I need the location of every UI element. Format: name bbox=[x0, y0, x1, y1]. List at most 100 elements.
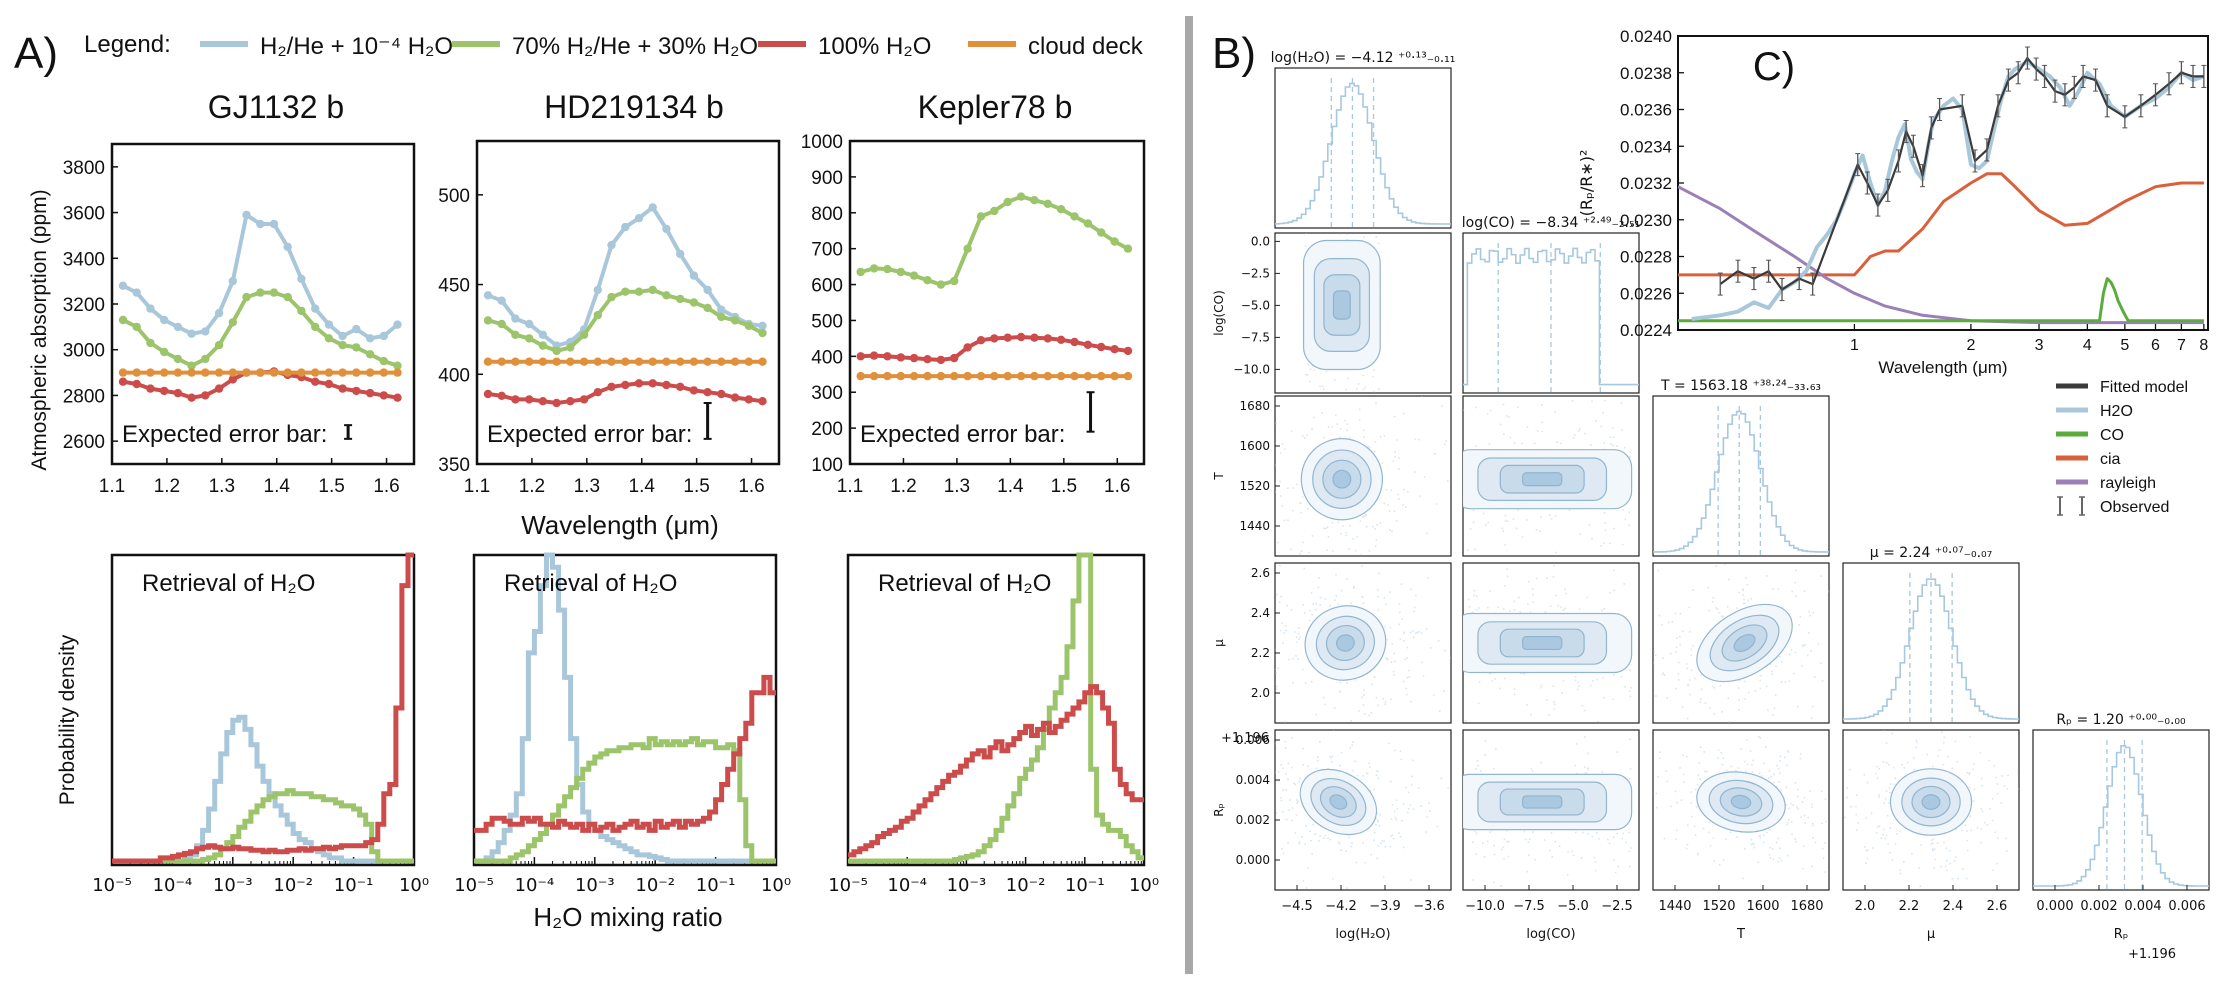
hist-step-water bbox=[112, 552, 414, 864]
data-point-mix bbox=[976, 212, 986, 221]
spectrum-chart-1: 1.1 1.2 1.3 1.4 1.5 1.6 350 400 450 500 Expected e… bbox=[438, 139, 781, 497]
x-tick-label: 1.4 bbox=[629, 476, 656, 497]
data-point-cloud bbox=[311, 368, 320, 377]
data-point-mix bbox=[1030, 196, 1039, 205]
x-tick-label: 2.2 bbox=[1899, 899, 1920, 914]
corner-scatter: 1440 1520 1600 1680 T bbox=[1652, 729, 1830, 942]
y-tick-label: 0.002 bbox=[1236, 813, 1270, 827]
data-point-water bbox=[936, 355, 946, 365]
legend-entry-label: rayleigh bbox=[2100, 475, 2156, 492]
x-tick-label: 10⁻⁴ bbox=[515, 875, 555, 896]
data-point-mix bbox=[160, 347, 169, 357]
retrieval-label: Retrieval of H₂O bbox=[142, 570, 315, 597]
y-tick-label: 0.0228 bbox=[1620, 248, 1672, 267]
data-point-h2he bbox=[187, 329, 196, 338]
y-tick-label: 0.0240 bbox=[1620, 27, 1672, 46]
data-point-water bbox=[228, 375, 237, 384]
data-point-water bbox=[1070, 337, 1079, 347]
contour-level bbox=[1522, 795, 1563, 809]
spectrum-chart-0: 1.1 1.2 1.3 1.4 1.5 1.6 2600 2800 3000 3200 3400 36… bbox=[63, 142, 416, 497]
marginal-title: Rₚ = 1.20 ⁺⁰·⁰⁰₋₀.₀₀ bbox=[2056, 712, 2186, 728]
y-tick-label: 2.0 bbox=[1251, 686, 1270, 700]
data-point-mix bbox=[950, 276, 959, 286]
data-point-h2he bbox=[160, 315, 169, 325]
x-tick-label: 1600 bbox=[1746, 899, 1779, 914]
data-point-mix bbox=[379, 356, 388, 366]
scatter-cloud bbox=[1463, 399, 1633, 554]
data-point-h2he bbox=[511, 314, 520, 323]
plot-frame bbox=[110, 142, 416, 466]
x-tick-label: 2.4 bbox=[1943, 899, 1964, 914]
x-tick-label: −2.5 bbox=[1601, 899, 1633, 914]
y-tick-label: 1600 bbox=[1239, 439, 1270, 453]
data-point-water bbox=[1123, 346, 1133, 356]
wavelength-xlabel: Wavelength (μm) bbox=[521, 510, 719, 540]
x-tick-label: 10⁰ bbox=[1129, 875, 1159, 896]
corner-scatter bbox=[1462, 395, 1640, 557]
data-point-h2he bbox=[497, 296, 506, 305]
data-point-mix bbox=[365, 350, 375, 359]
data-point-mix bbox=[1016, 192, 1026, 201]
corner-frame bbox=[1652, 395, 1830, 557]
data-point-water bbox=[338, 384, 347, 393]
data-point-h2he bbox=[393, 320, 402, 329]
data-point-h2he bbox=[256, 219, 265, 229]
data-point-water bbox=[311, 377, 320, 386]
data-point-cloud bbox=[717, 357, 726, 366]
data-point-water bbox=[201, 391, 210, 400]
y-axis-label: (Rₚ/R∗)² bbox=[1577, 150, 1596, 217]
data-point-mix bbox=[963, 244, 972, 253]
data-point-cloud bbox=[607, 357, 616, 366]
y-tick-label: 450 bbox=[438, 276, 470, 297]
histogram-chart-1: 10⁻⁵ 10⁻⁴ 10⁻³ 10⁻² 10⁻¹ 10⁰ Retrieval of H₂O bbox=[454, 552, 791, 896]
data-point-mix bbox=[758, 328, 767, 338]
data-point-water bbox=[662, 380, 671, 390]
data-point-cloud bbox=[497, 357, 506, 366]
contour-level bbox=[1730, 794, 1752, 810]
data-point-cloud bbox=[936, 371, 946, 381]
data-point-water bbox=[187, 393, 196, 402]
data-point-cloud bbox=[1030, 371, 1039, 381]
data-point-water bbox=[1030, 333, 1039, 342]
legend-label-water: 100% H₂O bbox=[818, 33, 931, 60]
data-point-mix bbox=[1003, 197, 1012, 207]
data-point-cloud bbox=[990, 371, 999, 381]
scatter-cloud bbox=[1275, 564, 1451, 723]
x-tick-label: 10⁰ bbox=[399, 875, 429, 896]
x-tick-label: 1.2 bbox=[154, 476, 180, 497]
data-point-h2he bbox=[201, 327, 210, 336]
x-tick-label: 1440 bbox=[1658, 899, 1691, 914]
mixing-xlabel: H₂O mixing ratio bbox=[533, 902, 722, 932]
x-tick-label: 1.4 bbox=[264, 476, 291, 497]
data-point-water bbox=[379, 391, 388, 400]
panel-separator bbox=[1185, 16, 1193, 974]
corner-plot: log(H₂O) = −4.12 ⁺⁰·¹³₋₀.₁₁ 0.0 −2.5 −5.0 −7… bbox=[1212, 50, 2210, 962]
data-point-water bbox=[160, 386, 169, 396]
scatter-cloud bbox=[1275, 730, 1449, 889]
x-axis-label: Wavelength (μm) bbox=[1878, 358, 2007, 377]
x-tick-label: 1.3 bbox=[209, 476, 235, 497]
y-tick-label: 2800 bbox=[63, 386, 105, 407]
x-tick-label: 0.002 bbox=[2080, 899, 2117, 914]
data-point-mix bbox=[1056, 205, 1066, 214]
axis-label: μ bbox=[1212, 639, 1226, 647]
data-point-mix bbox=[1097, 228, 1106, 237]
y-tick-label: 350 bbox=[438, 455, 470, 476]
data-point-h2he bbox=[379, 331, 388, 341]
data-point-water bbox=[525, 395, 534, 404]
data-point-water bbox=[990, 334, 999, 343]
x-tick-label: 2 bbox=[1966, 337, 1975, 354]
data-point-water bbox=[1110, 345, 1119, 354]
data-point-cloud bbox=[538, 357, 548, 366]
data-point-cloud bbox=[1043, 371, 1053, 381]
plot-frame bbox=[472, 553, 778, 867]
y-tick-label: 2.6 bbox=[1251, 566, 1270, 580]
data-point-cloud bbox=[1003, 371, 1012, 381]
error-bar-label: Expected error bar: bbox=[122, 421, 327, 448]
y-tick-label: 2.2 bbox=[1251, 646, 1270, 660]
corner-scatter: −4.5 −4.2 −3.9 −3.6 log(H₂O) 0.006 0.004 0.002 0… bbox=[1212, 729, 1452, 942]
y-tick-label: 600 bbox=[811, 276, 843, 297]
data-point-mix bbox=[1043, 199, 1053, 208]
x-tick-label: 10⁻⁵ bbox=[828, 875, 868, 896]
